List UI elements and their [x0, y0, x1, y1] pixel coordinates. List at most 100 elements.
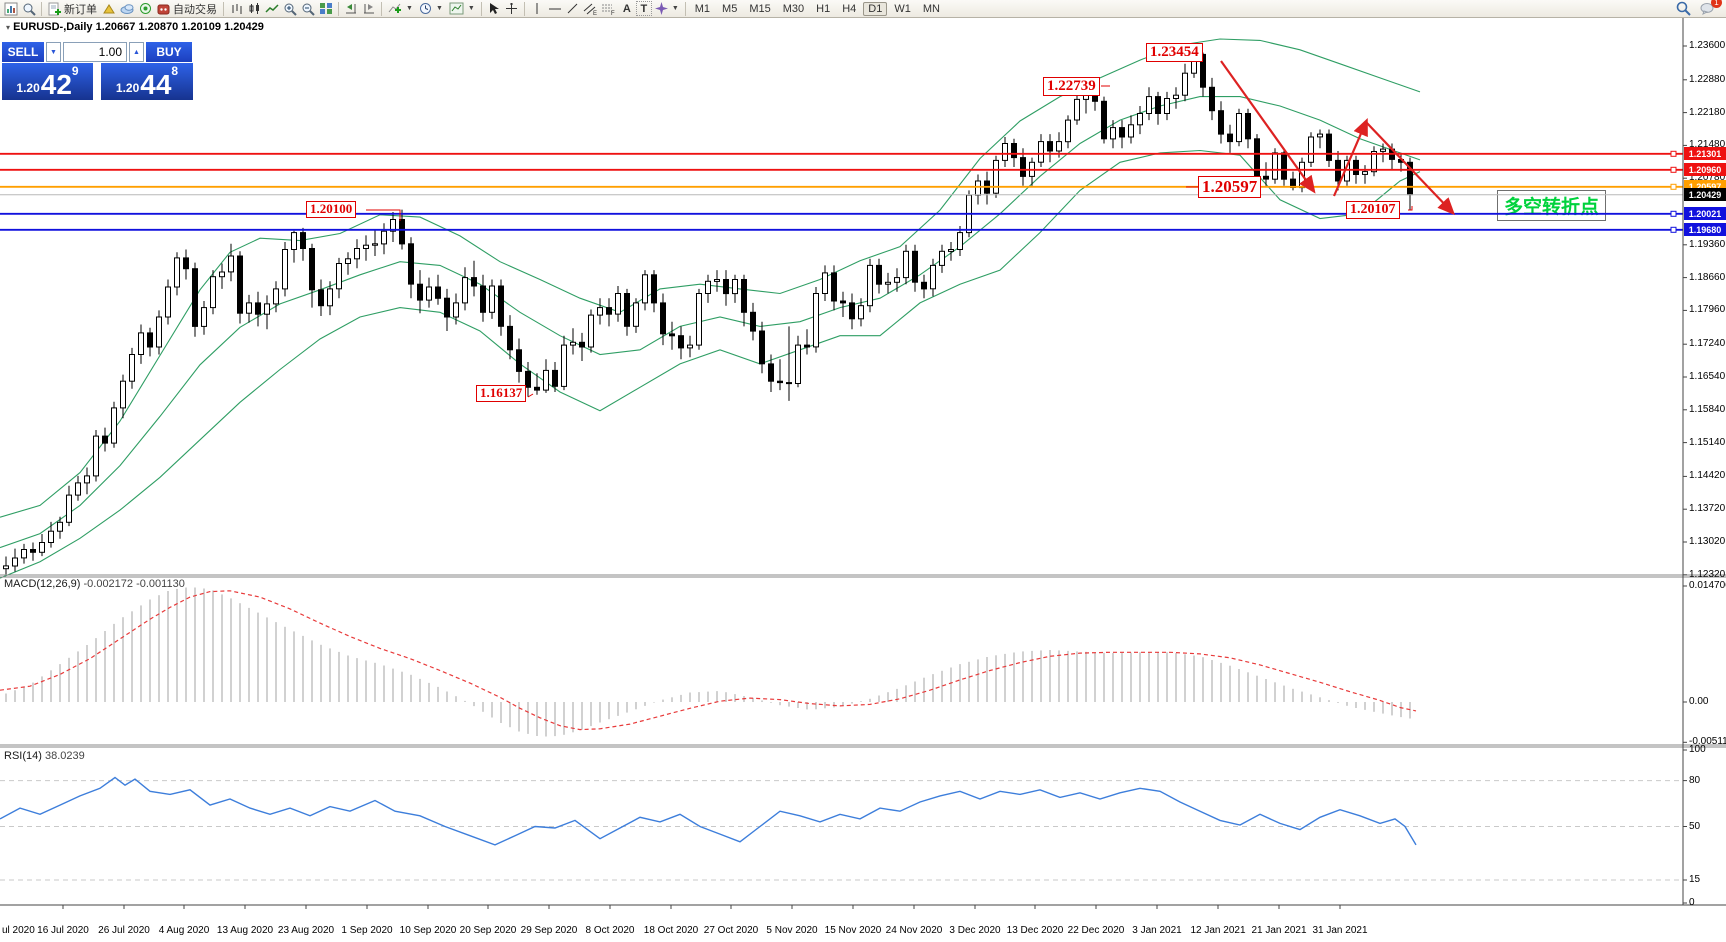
trend-arrow[interactable] [1332, 117, 1368, 197]
candle-body [147, 332, 153, 348]
cursor-icon[interactable] [485, 1, 503, 17]
timeframe-M15[interactable]: M15 [749, 2, 771, 15]
sell-button[interactable]: SELL [2, 42, 44, 62]
candle-body [1218, 110, 1224, 135]
annotation-leader [366, 209, 401, 221]
trendline-tool-icon[interactable] [564, 1, 582, 17]
trend-arrow[interactable] [1220, 60, 1316, 194]
candle-body [597, 307, 603, 316]
timeframe-M30[interactable]: M30 [782, 2, 805, 15]
new-chart-icon[interactable] [2, 1, 20, 17]
candle-body [453, 302, 459, 318]
line-handle [1670, 210, 1677, 217]
candle-body [894, 277, 900, 283]
candlestick-chart-icon[interactable] [245, 1, 263, 17]
candle-body [255, 302, 261, 315]
candle-body [624, 293, 630, 327]
toolbar-separator [381, 1, 382, 16]
chevron-down-icon: ▼ [671, 5, 679, 12]
price-annotation[interactable]: 1.20100 [306, 201, 357, 218]
bar-chart-icon[interactable] [227, 1, 245, 17]
tile-windows-icon[interactable] [317, 1, 335, 17]
timeframe-group: M1 M5 M15 M30 H1 H4 D1 W1 MN [689, 1, 946, 16]
new-order-button[interactable]: 新订单 [45, 1, 100, 17]
candle-body [822, 272, 828, 294]
zoom-in-icon[interactable] [281, 1, 299, 17]
text-label-tool-icon[interactable]: T [635, 1, 652, 16]
new-order-label: 新订单 [64, 3, 97, 16]
text-tool-icon[interactable]: A [622, 2, 631, 15]
candle-body [606, 307, 612, 315]
price-annotation[interactable]: 1.22739 [1043, 77, 1100, 97]
candle-body [1056, 141, 1062, 152]
buy-price-big: 44 [140, 69, 172, 100]
lot-increase-button[interactable]: ▲ [129, 42, 144, 62]
price-annotation[interactable]: 1.23454 [1146, 43, 1203, 63]
toolbar-separator [480, 1, 482, 16]
crosshair-icon[interactable] [503, 1, 521, 17]
timeframe-M1[interactable]: M1 [694, 2, 711, 15]
trend-arrow[interactable] [1365, 121, 1456, 216]
autotrading-button[interactable]: 自动交易 [154, 1, 220, 17]
indicators-button[interactable]: ▼ [385, 1, 416, 17]
autotrading-label: 自动交易 [173, 3, 217, 16]
auto-scroll-icon[interactable] [342, 1, 360, 17]
symbol-marker-icon: ▾ [6, 23, 11, 32]
candle-body [939, 250, 945, 266]
candle-body [444, 297, 450, 318]
buy-price-display[interactable]: 1.20 44 8 [101, 63, 193, 100]
timeframe-W1[interactable]: W1 [894, 2, 911, 15]
candle-body [66, 494, 72, 523]
periods-button[interactable]: ▼ [416, 1, 446, 17]
lot-size-input[interactable] [63, 42, 127, 62]
timeframe-MN[interactable]: MN [922, 2, 940, 15]
equidistant-channel-tool-icon[interactable]: E [582, 1, 600, 17]
candle-body [1317, 133, 1323, 138]
fibonacci-tool-icon[interactable]: F [600, 1, 618, 17]
buy-button[interactable]: BUY [146, 42, 192, 62]
line-handle [1670, 226, 1677, 233]
candle-body [12, 557, 18, 567]
candle-body [813, 293, 819, 348]
zoom-out-icon[interactable] [299, 1, 317, 17]
sell-price-sup: 9 [71, 64, 79, 78]
candle-body [1182, 72, 1188, 96]
timeframe-H4[interactable]: H4 [842, 2, 857, 15]
candle-body [21, 549, 27, 559]
line-chart-icon[interactable] [263, 1, 281, 17]
candle-body [786, 382, 792, 385]
notifications-icon[interactable]: 1 [1698, 0, 1722, 17]
autotrading-icon [157, 4, 170, 14]
profiles-icon[interactable] [20, 1, 38, 17]
candle-body [363, 244, 369, 249]
annotation-leader [1408, 206, 1413, 211]
main-toolbar: 新订单 自动交易 ▼ ▼ [0, 0, 1726, 18]
market-icon[interactable] [118, 1, 136, 17]
candle-body [1272, 152, 1278, 180]
candle-body [1209, 86, 1215, 112]
signals-icon[interactable] [136, 1, 154, 17]
candle-body [876, 264, 882, 285]
candle-body [1074, 98, 1080, 121]
symbol-name: EURUSD-,Daily [13, 21, 93, 33]
search-icon[interactable] [1674, 1, 1692, 17]
candle-body [102, 435, 108, 444]
horizontal-line-tool-icon[interactable] [546, 1, 564, 17]
price-annotation[interactable]: 1.20597 [1198, 176, 1262, 198]
vertical-line-tool-icon[interactable] [528, 1, 546, 17]
timeframe-D1[interactable]: D1 [863, 1, 888, 16]
price-annotation[interactable]: 1.16137 [476, 385, 527, 402]
lot-decrease-button[interactable]: ▼ [46, 42, 61, 62]
chart-shift-icon[interactable] [360, 1, 378, 17]
timeframe-H1[interactable]: H1 [816, 2, 831, 15]
timeframe-M5[interactable]: M5 [722, 2, 738, 15]
templates-button[interactable]: ▼ [446, 1, 478, 17]
candle-body [3, 565, 9, 570]
candle-body [1110, 127, 1116, 140]
arrows-tool-button[interactable]: ▼ [652, 1, 682, 17]
sell-price-display[interactable]: 1.20 42 9 [2, 63, 93, 100]
expert-advisors-icon[interactable] [100, 1, 118, 17]
candle-body [264, 303, 270, 315]
price-annotation[interactable]: 1.20107 [1346, 201, 1400, 220]
